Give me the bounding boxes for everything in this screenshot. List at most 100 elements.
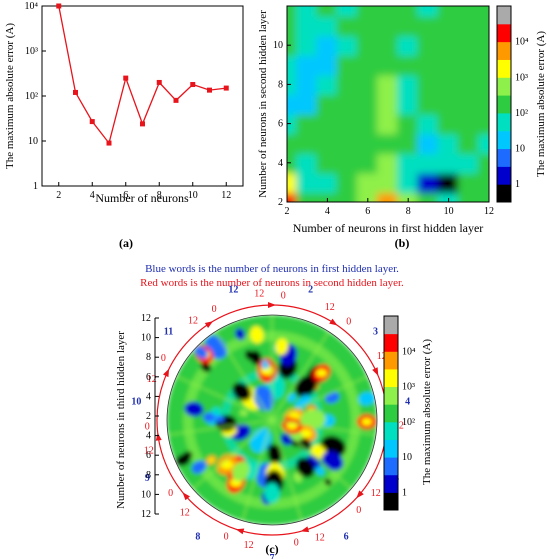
panel-c-y-tick-label: 2 xyxy=(146,411,151,422)
panel-b-cell xyxy=(296,14,319,37)
panel-b-x-tick-label: 10 xyxy=(444,206,454,217)
panel-c-segment-marker xyxy=(235,528,245,535)
panel-b-x-tick-label: 12 xyxy=(484,206,494,217)
panel-b-x-tick-label: 2 xyxy=(285,206,290,217)
panel-b-cell xyxy=(477,34,489,56)
panel-c-colorbar-tick-label: 10² xyxy=(402,417,415,428)
panel-b-cell xyxy=(437,73,460,96)
panel-c-segment-marker xyxy=(155,432,162,441)
panel-c-colorbar-swatch xyxy=(384,457,398,476)
panel-c-spoke xyxy=(271,419,352,490)
panel-c-blob xyxy=(181,451,193,461)
panel-c-blob xyxy=(232,382,252,401)
panel-c-spoke xyxy=(271,331,330,421)
panel-b-cell xyxy=(457,93,480,115)
panel-b-cell xyxy=(287,54,299,76)
panel-c: Blue words is the number of neurons in f… xyxy=(115,263,433,559)
panel-c-first-layer-label: 3 xyxy=(373,326,378,337)
panel-a-point xyxy=(89,119,95,125)
panel-b-cell xyxy=(336,73,359,96)
panel-b-cell xyxy=(417,171,440,194)
panel-b-cell xyxy=(356,171,379,194)
panel-b-cell xyxy=(376,34,400,56)
panel-c-blob-core xyxy=(220,460,233,469)
panel-a-point xyxy=(190,82,196,88)
panel-b-cell xyxy=(457,54,480,76)
panel-c-blob xyxy=(299,395,311,406)
panel-b-cell xyxy=(296,132,319,154)
panel-a-x-tick-label: 2 xyxy=(56,190,61,201)
panel-a-x-ticks: 2 4 6 8 10 12 xyxy=(56,182,231,201)
panel-b-cell xyxy=(316,132,339,154)
panel-c-blob xyxy=(296,457,315,478)
panel-b-cell xyxy=(356,152,379,174)
panel-c-blob xyxy=(300,409,326,429)
panel-b-cell xyxy=(417,93,440,115)
panel-b-cell xyxy=(457,6,480,17)
panel-c-blob xyxy=(264,483,280,504)
panel-b-cell xyxy=(376,73,400,96)
panel-b-frame xyxy=(286,5,490,203)
panel-c-segment-marker xyxy=(372,367,379,376)
panel-b-colorbar-swatch xyxy=(497,148,511,167)
panel-c-blob xyxy=(275,338,289,355)
panel-b-cell xyxy=(397,132,420,154)
panel-c-blob xyxy=(275,386,284,398)
panel-b-cell xyxy=(457,112,480,135)
panel-b-cell xyxy=(477,14,489,37)
panel-c-second-layer-label: 0 xyxy=(356,505,361,516)
panel-b-cell xyxy=(437,132,460,154)
panel-b-cell xyxy=(417,14,440,37)
panel-c-second-layer-label: 0 xyxy=(145,422,150,433)
panel-c-y-tick-label: 12 xyxy=(141,509,151,520)
panel-b-cell xyxy=(296,152,319,174)
panel-c-segment-marker xyxy=(204,321,214,328)
panel-b-cell xyxy=(477,132,489,154)
panel-a-x-tick-label: 12 xyxy=(221,190,231,201)
panel-b-cell xyxy=(376,6,400,17)
panel-b-colorbar-swatch xyxy=(497,23,511,43)
panel-c-first-layer-label: 7 xyxy=(270,553,275,559)
panel-c-blob xyxy=(239,409,248,417)
panel-b-cell xyxy=(287,6,299,17)
panel-b-x-tick-label: 8 xyxy=(406,206,411,217)
panel-b-cell xyxy=(316,73,339,96)
panel-b-colorbar-label: The maximum absolute error (A) xyxy=(535,31,547,177)
panel-b-cell xyxy=(397,171,420,194)
panel-b-cell xyxy=(356,93,379,115)
panel-c-blob xyxy=(298,437,312,451)
panel-b-cell xyxy=(336,54,359,76)
panel-b-cell xyxy=(397,54,420,76)
panel-b-cell xyxy=(356,191,379,202)
panel-b-cell xyxy=(336,34,359,56)
panel-c-second-layer-label: 12 xyxy=(371,488,381,499)
panel-c-first-layer-label: 12 xyxy=(228,285,238,296)
panel-c-polar-heatmap xyxy=(167,315,377,525)
panel-b-cell xyxy=(336,14,359,37)
panel-c-blob xyxy=(250,326,264,344)
panel-c-colorbar-swatch xyxy=(384,351,398,370)
panel-b-cell xyxy=(397,6,420,17)
panel-c-y-tick-label: 6 xyxy=(146,372,151,383)
panel-b-cell xyxy=(457,73,480,96)
panel-c-note-blue: Blue words is the number of neurons in f… xyxy=(145,263,399,275)
panel-c-note-red: Red words is the number of neurons in se… xyxy=(140,277,404,289)
panel-b-cell xyxy=(336,191,359,202)
panel-c-segment-marker xyxy=(268,302,276,308)
caption-b: (b) xyxy=(395,236,410,250)
panel-b-cell xyxy=(356,6,379,17)
panel-b-cell xyxy=(477,112,489,135)
panel-c-y-tick-label: 8 xyxy=(146,470,151,481)
panel-c-second-layer-label: 12 xyxy=(188,316,198,327)
panel-b-cell xyxy=(356,132,379,154)
panel-a-point xyxy=(73,89,78,95)
panel-b-colorbar-tick-label: 10⁴ xyxy=(515,37,529,48)
panel-b-colorbar-swatch xyxy=(497,59,511,78)
panel-a-points xyxy=(56,3,229,146)
panel-a-x-tick-label: 4 xyxy=(90,190,95,201)
panel-c-spoke xyxy=(271,419,377,436)
panel-b-x-ticks: 2 4 6 8 10 12 xyxy=(285,198,494,217)
panel-b-y-tick-label: 8 xyxy=(278,79,283,90)
panel-b-cell xyxy=(417,73,440,96)
panel-b-y-tick-label: 2 xyxy=(278,197,283,208)
